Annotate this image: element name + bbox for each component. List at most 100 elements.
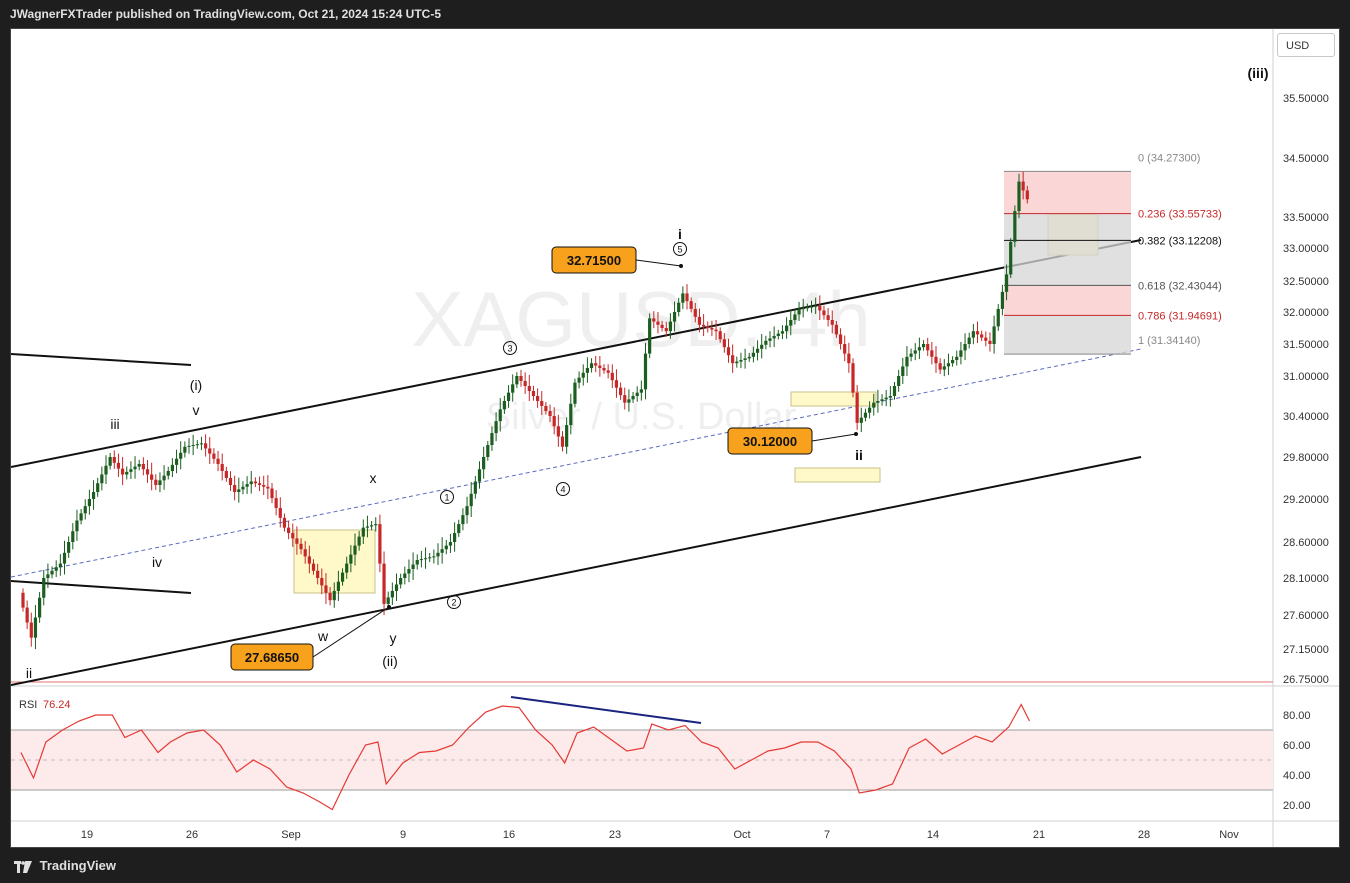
y-tick-label: 33.50000 bbox=[1283, 212, 1329, 224]
candle-body bbox=[249, 481, 253, 485]
candle-body bbox=[150, 474, 154, 480]
candle-body bbox=[552, 416, 556, 427]
candle-body bbox=[199, 443, 204, 445]
candle-body bbox=[415, 560, 419, 565]
candle-body bbox=[224, 471, 228, 478]
candle-body bbox=[531, 391, 536, 396]
candle-body bbox=[743, 358, 747, 360]
candle-body bbox=[473, 481, 477, 494]
candle-body bbox=[498, 409, 502, 422]
wave-label: x bbox=[370, 470, 377, 486]
candle-body bbox=[361, 527, 365, 537]
candle-body bbox=[843, 344, 847, 354]
candle-body bbox=[411, 564, 415, 569]
candle-body bbox=[432, 556, 436, 558]
candle-body bbox=[851, 363, 855, 393]
x-tick-label: 28 bbox=[1138, 829, 1150, 841]
candle-body bbox=[897, 376, 901, 386]
candle-body bbox=[785, 325, 789, 332]
candle-body bbox=[38, 597, 42, 618]
candle-body bbox=[581, 372, 585, 378]
support-zone-box bbox=[790, 391, 877, 407]
candle-body bbox=[768, 338, 772, 341]
candle-body bbox=[320, 578, 324, 586]
candle-body bbox=[233, 485, 237, 492]
candle-body bbox=[357, 536, 361, 546]
rsi-value: 76.24 bbox=[43, 699, 71, 711]
candle-body bbox=[257, 483, 262, 485]
y-tick-label: 27.15000 bbox=[1283, 644, 1329, 656]
price-callout-box bbox=[230, 643, 314, 671]
wave-label: ii bbox=[855, 447, 863, 463]
candle-body bbox=[291, 533, 295, 539]
candle-body bbox=[370, 525, 374, 527]
candle-body bbox=[287, 527, 291, 534]
candle-body bbox=[187, 445, 191, 447]
candle-body bbox=[610, 372, 614, 381]
candle-body bbox=[809, 306, 814, 308]
candle-body bbox=[631, 396, 635, 400]
wave-label: 2 bbox=[451, 598, 456, 608]
candle-body bbox=[170, 464, 174, 471]
wave-label: 3 bbox=[507, 344, 512, 354]
fib-level-label: 0.618 (32.43044) bbox=[1138, 280, 1222, 292]
x-tick-label: 7 bbox=[824, 829, 830, 841]
candle-body bbox=[706, 326, 710, 328]
currency-selector[interactable]: USD bbox=[1277, 33, 1335, 57]
candle-body bbox=[1017, 181, 1021, 212]
rsi-divergence-line bbox=[510, 696, 702, 724]
y-tick-label: 34.50000 bbox=[1283, 153, 1329, 165]
candle-body bbox=[62, 552, 67, 564]
candle-body bbox=[162, 475, 166, 481]
candle-body bbox=[892, 386, 897, 396]
price-callout-dot bbox=[854, 432, 858, 436]
candle-body bbox=[295, 538, 299, 544]
candle-body bbox=[731, 355, 735, 364]
y-tick-label: 30.40000 bbox=[1283, 411, 1329, 423]
target-zone-box bbox=[794, 467, 881, 483]
candle-body bbox=[91, 492, 96, 499]
candle-body bbox=[905, 356, 909, 367]
rsi-tick-label: 80.00 bbox=[1283, 710, 1311, 722]
candle-body bbox=[527, 386, 531, 391]
candle-body bbox=[689, 301, 693, 309]
candle-body bbox=[876, 401, 880, 403]
tradingview-logo-icon bbox=[14, 860, 32, 873]
candle-body bbox=[141, 464, 145, 470]
candle-body bbox=[340, 572, 345, 582]
rsi-line bbox=[20, 703, 1031, 811]
candle-body bbox=[129, 469, 133, 472]
x-tick-label: 9 bbox=[400, 829, 406, 841]
candle-body bbox=[639, 389, 643, 393]
candle-body bbox=[755, 348, 760, 353]
y-tick-label: 33.00000 bbox=[1283, 243, 1329, 255]
channel-upper-line bbox=[11, 239, 1142, 468]
candle-body bbox=[390, 590, 394, 598]
candle-body bbox=[179, 452, 183, 459]
candle-body bbox=[988, 340, 992, 344]
candle-body bbox=[212, 453, 216, 459]
candle-body bbox=[1004, 274, 1009, 292]
y-tick-label: 32.00000 bbox=[1283, 307, 1329, 319]
candle-body bbox=[365, 526, 370, 528]
candle-body bbox=[834, 324, 838, 335]
y-tick-label: 26.75000 bbox=[1283, 674, 1329, 686]
candle-body bbox=[822, 310, 826, 316]
candle-body bbox=[548, 411, 552, 416]
candle-body bbox=[797, 308, 801, 315]
candle-body bbox=[282, 517, 287, 528]
candle-body bbox=[183, 446, 187, 453]
candle-body bbox=[789, 320, 793, 326]
candle-body bbox=[735, 361, 739, 364]
candle-body bbox=[685, 293, 689, 302]
candle-body bbox=[378, 524, 382, 564]
y-tick-label: 35.50000 bbox=[1283, 93, 1329, 105]
candle-body bbox=[353, 545, 357, 555]
wave-label: v bbox=[193, 402, 200, 418]
candle-body bbox=[399, 578, 403, 585]
candle-body bbox=[423, 558, 428, 560]
candle-body bbox=[648, 318, 652, 354]
candle-body bbox=[303, 549, 307, 557]
candle-body bbox=[436, 552, 440, 557]
